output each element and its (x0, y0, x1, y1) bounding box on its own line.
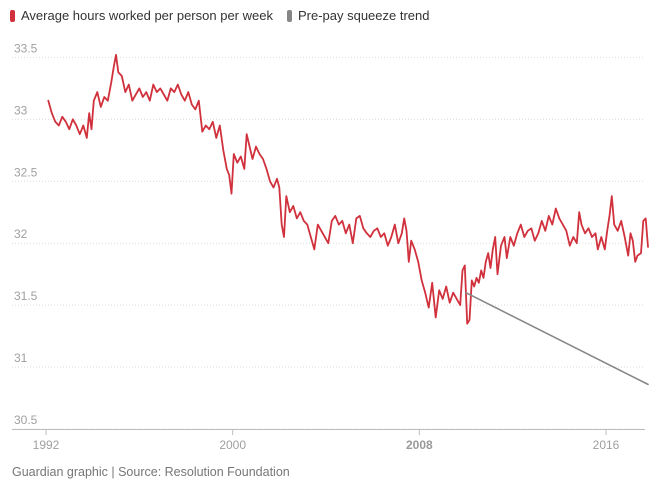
legend-label-trend: Pre-pay squeeze trend (297, 8, 430, 23)
series-layer (47, 54, 649, 386)
x-tick-label: 2016 (593, 438, 620, 452)
y-tick-label: 30.5 (14, 413, 38, 427)
y-tick-label: 33 (14, 103, 28, 117)
source-note: Guardian graphic | Source: Resolution Fo… (12, 465, 290, 479)
series-line-hours (47, 54, 649, 325)
y-tick-label: 31.5 (14, 289, 38, 303)
legend-swatch-hours (10, 9, 15, 22)
legend-item-trend: Pre-pay squeeze trend (286, 8, 430, 23)
y-tick-label: 31 (14, 351, 28, 365)
x-tick-label: 1992 (33, 438, 60, 452)
y-tick-label: 32.5 (14, 165, 38, 179)
series-line-trend (465, 291, 649, 386)
x-tick-label: 2008 (406, 438, 433, 452)
legend-swatch-trend (286, 9, 292, 22)
y-tick-label: 33.5 (14, 41, 38, 55)
legend-label-hours: Average hours worked per person per week (21, 8, 273, 23)
y-tick-label: 32 (14, 227, 28, 241)
legend-item-hours: Average hours worked per person per week (10, 8, 273, 23)
x-tick-label: 2000 (219, 438, 246, 452)
axis-layer: 30.5 31 31.5 32 32.5 33 33.5 1992 2000 2008 2016 (12, 41, 645, 452)
legend: Average hours worked per person per week… (10, 8, 430, 23)
